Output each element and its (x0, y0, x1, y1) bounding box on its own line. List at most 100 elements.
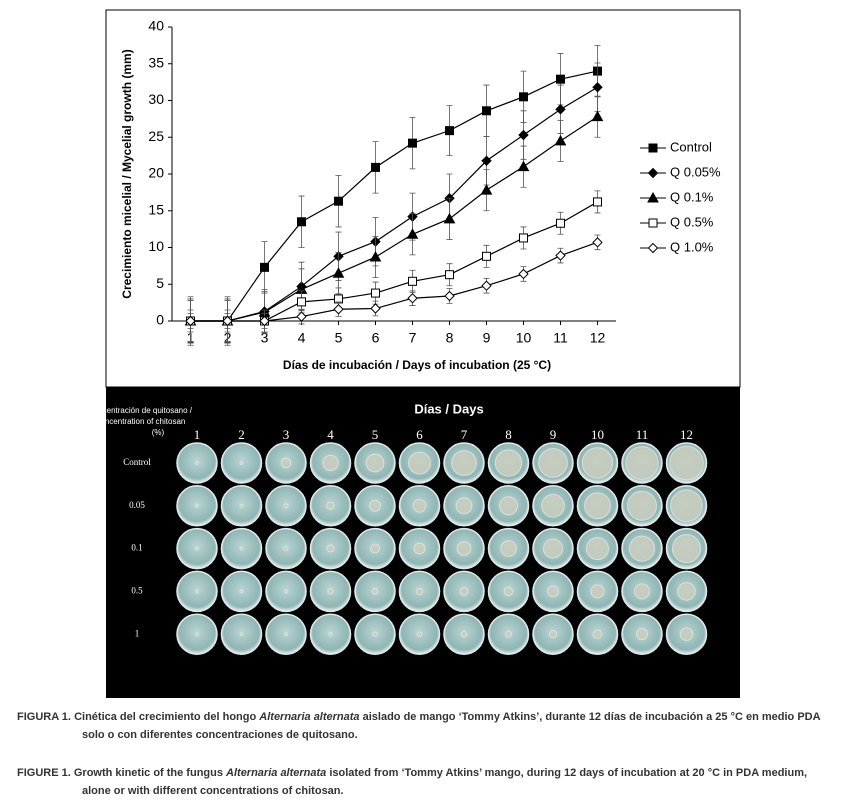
marker (591, 110, 604, 122)
marker (445, 126, 454, 136)
legend-marker (648, 143, 658, 153)
column-label: 9 (550, 427, 557, 442)
colony (548, 630, 558, 639)
colony (635, 628, 649, 641)
marker (222, 315, 233, 327)
colony (415, 587, 424, 596)
colony (195, 461, 199, 465)
marker (519, 92, 528, 102)
colony (326, 544, 335, 553)
colony (669, 445, 704, 481)
colony (584, 492, 611, 520)
y-tick-label: 0 (156, 312, 164, 328)
marker (554, 134, 567, 146)
colony (459, 586, 469, 596)
caption-label: FIGURA 1. (17, 711, 71, 723)
marker (519, 233, 528, 243)
legend-marker (648, 218, 658, 228)
caption-text: aislado de mango ‘Tommy Atkins’, durante… (82, 711, 821, 741)
marker (259, 315, 270, 327)
x-tick-label: 7 (409, 330, 417, 346)
x-tick-label: 10 (516, 330, 532, 346)
corner-label: Concentración de quitosano / (88, 406, 193, 415)
y-tick-label: 40 (148, 18, 164, 34)
colony (322, 454, 339, 472)
colony (239, 546, 244, 551)
marker (592, 237, 603, 248)
colony (326, 501, 335, 510)
marker (592, 82, 603, 93)
marker (481, 280, 492, 291)
colony (412, 498, 427, 513)
colony (498, 496, 519, 516)
x-tick-label: 9 (483, 330, 491, 346)
row-label: Control (123, 457, 151, 467)
column-label: 12 (680, 427, 693, 442)
marker (297, 297, 306, 307)
colony (455, 497, 473, 515)
marker (556, 74, 565, 84)
colony (592, 629, 603, 640)
colony (284, 589, 288, 594)
marker (406, 228, 419, 239)
x-tick-label: 6 (372, 330, 380, 346)
marker (555, 250, 566, 261)
colony (628, 535, 656, 562)
colony (503, 586, 514, 597)
colony (327, 588, 334, 595)
marker (185, 315, 196, 327)
row-label: 0.5 (131, 585, 143, 595)
colony (369, 499, 381, 512)
colony (542, 538, 564, 559)
series-line (190, 116, 598, 322)
corner-label: (%) (152, 428, 165, 437)
column-label: 7 (461, 427, 468, 442)
marker (444, 290, 455, 302)
marker (518, 268, 529, 280)
marker (480, 184, 493, 195)
legend-marker (647, 242, 659, 254)
marker (482, 106, 491, 116)
x-tick-label: 5 (335, 330, 343, 346)
colony (677, 582, 696, 601)
y-tick-label: 30 (148, 91, 164, 107)
colony (416, 631, 423, 637)
legend-label: Control (670, 139, 712, 154)
marker (481, 155, 492, 166)
colony (365, 453, 385, 473)
legend-marker (647, 167, 659, 179)
caption-label: FIGURE 1. (17, 767, 71, 779)
marker (296, 311, 307, 322)
marker (593, 197, 602, 207)
colony (494, 449, 523, 477)
colony (413, 542, 426, 555)
marker (332, 267, 345, 278)
row-label: 1 (135, 628, 140, 638)
colony (408, 451, 431, 475)
x-tick-label: 11 (553, 330, 568, 346)
caption-text: isolated from ‘Tommy Atkins’ mango, duri… (82, 767, 808, 797)
column-title: Días / Days (414, 401, 483, 416)
colony (239, 461, 244, 465)
colony (451, 450, 477, 476)
column-label: 8 (505, 427, 512, 442)
colony (280, 457, 292, 469)
colony (195, 589, 199, 594)
marker (333, 304, 344, 315)
marker (482, 251, 491, 261)
x-tick-label: 8 (446, 330, 454, 346)
column-label: 4 (327, 427, 334, 442)
column-label: 2 (238, 427, 245, 442)
colony (195, 632, 199, 637)
x-tick-label: 3 (261, 330, 269, 346)
column-label: 10 (591, 427, 604, 442)
colony (538, 448, 568, 478)
legend-label: Q 1.0% (670, 239, 714, 254)
colony (239, 589, 244, 594)
colony (460, 630, 468, 638)
colony (547, 585, 559, 598)
row-label: 0.05 (129, 500, 145, 510)
column-label: 3 (283, 427, 290, 442)
y-tick-label: 10 (148, 238, 164, 254)
marker (260, 262, 269, 272)
